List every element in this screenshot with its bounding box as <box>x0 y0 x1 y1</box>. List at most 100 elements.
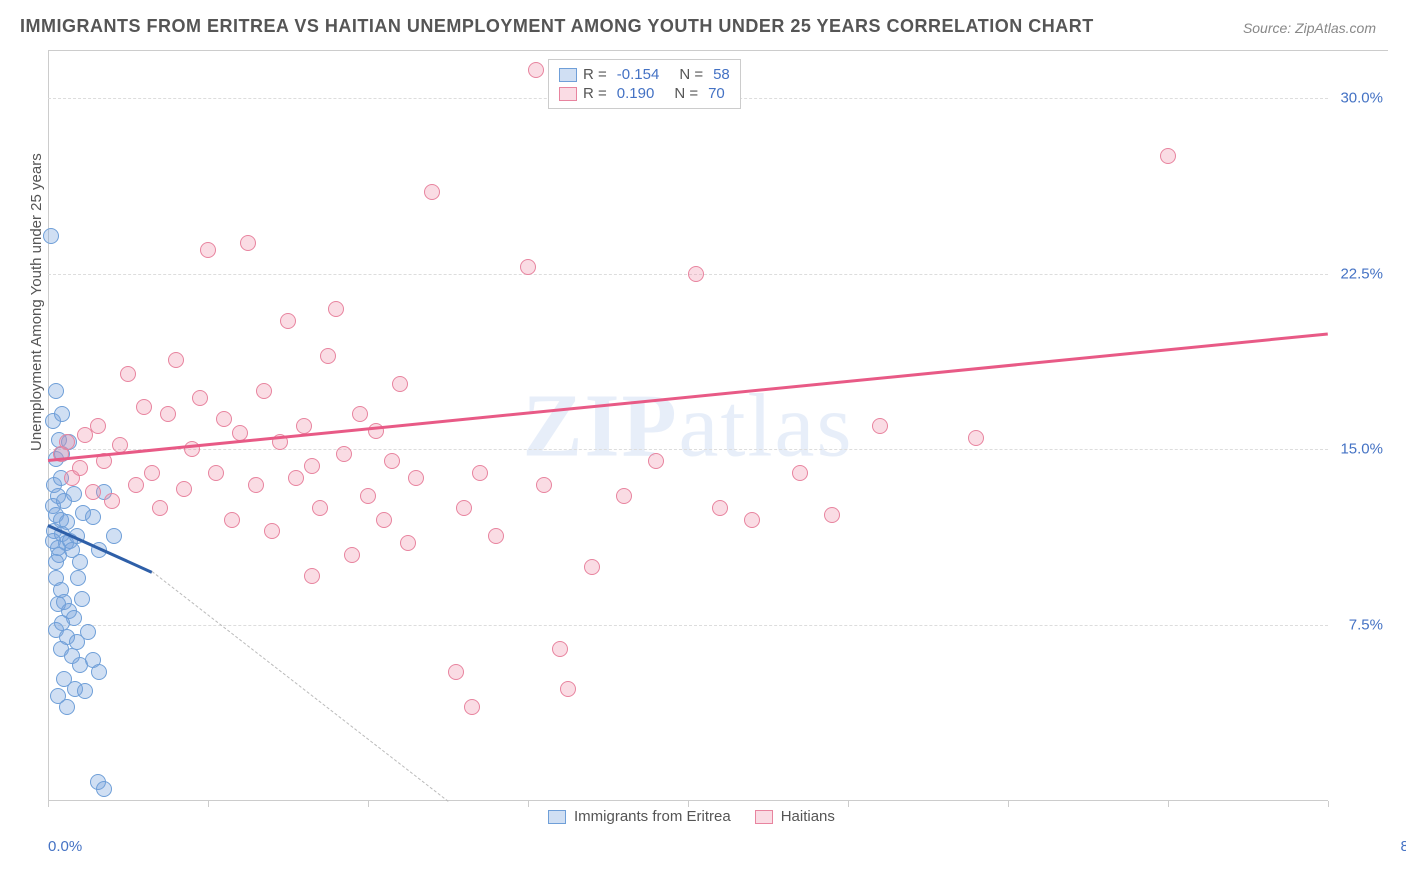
data-point-haitians <box>224 512 240 528</box>
data-point-eritrea <box>43 228 59 244</box>
data-point-eritrea <box>91 664 107 680</box>
data-point-haitians <box>384 453 400 469</box>
data-point-haitians <box>536 477 552 493</box>
data-point-haitians <box>208 465 224 481</box>
x-tick <box>688 801 689 807</box>
data-point-haitians <box>200 242 216 258</box>
data-point-eritrea <box>85 509 101 525</box>
data-point-haitians <box>280 313 296 329</box>
data-point-haitians <box>192 390 208 406</box>
scatter-plot: ZIPatlas 7.5%15.0%22.5%30.0% <box>48 51 1328 801</box>
data-point-eritrea <box>70 570 86 586</box>
x-tick <box>1328 801 1329 807</box>
data-point-haitians <box>424 184 440 200</box>
x-tick-min: 0.0% <box>48 838 82 855</box>
data-point-haitians <box>968 430 984 446</box>
data-point-haitians <box>336 446 352 462</box>
chart-title: IMMIGRANTS FROM ERITREA VS HAITIAN UNEMP… <box>20 16 1094 37</box>
x-tick <box>528 801 529 807</box>
data-point-haitians <box>744 512 760 528</box>
data-point-haitians <box>528 62 544 78</box>
n-value: 70 <box>708 85 725 102</box>
data-point-haitians <box>136 399 152 415</box>
data-point-eritrea <box>59 699 75 715</box>
legend-swatch <box>559 68 577 82</box>
data-point-eritrea <box>96 781 112 797</box>
data-point-eritrea <box>74 591 90 607</box>
data-point-haitians <box>1160 148 1176 164</box>
data-point-eritrea <box>66 486 82 502</box>
data-point-haitians <box>872 418 888 434</box>
r-label: R = <box>583 85 607 102</box>
data-point-eritrea <box>48 383 64 399</box>
data-point-haitians <box>216 411 232 427</box>
r-value: -0.154 <box>617 66 660 83</box>
data-point-haitians <box>168 352 184 368</box>
watermark: ZIPatlas <box>523 375 854 478</box>
data-point-haitians <box>328 301 344 317</box>
data-point-haitians <box>616 488 632 504</box>
data-point-haitians <box>712 500 728 516</box>
data-point-haitians <box>256 383 272 399</box>
data-point-eritrea <box>77 683 93 699</box>
data-point-haitians <box>488 528 504 544</box>
data-point-eritrea <box>72 554 88 570</box>
x-tick <box>848 801 849 807</box>
data-point-haitians <box>120 366 136 382</box>
correlation-legend: R =-0.154N =58R = 0.190N =70 <box>548 59 741 109</box>
y-tick-label: 7.5% <box>1349 617 1383 634</box>
data-point-haitians <box>392 376 408 392</box>
x-tick <box>208 801 209 807</box>
data-point-haitians <box>304 568 320 584</box>
n-label: N = <box>679 66 703 83</box>
legend-item: Haitians <box>755 808 835 825</box>
data-point-haitians <box>320 348 336 364</box>
y-axis-label: Unemployment Among Youth under 25 years <box>28 153 45 451</box>
trend-extension-eritrea <box>152 571 449 801</box>
legend-label: Haitians <box>781 808 835 825</box>
data-point-eritrea <box>54 406 70 422</box>
r-label: R = <box>583 66 607 83</box>
data-point-haitians <box>552 641 568 657</box>
data-point-haitians <box>90 418 106 434</box>
data-point-haitians <box>456 500 472 516</box>
data-point-haitians <box>584 559 600 575</box>
data-point-haitians <box>176 481 192 497</box>
legend-item: Immigrants from Eritrea <box>548 808 731 825</box>
data-point-haitians <box>72 460 88 476</box>
legend-swatch <box>559 87 577 101</box>
gridline <box>48 625 1328 626</box>
data-point-haitians <box>352 406 368 422</box>
trend-line-haitians <box>48 332 1328 461</box>
data-point-haitians <box>160 406 176 422</box>
data-point-haitians <box>312 500 328 516</box>
data-point-haitians <box>144 465 160 481</box>
data-point-haitians <box>128 477 144 493</box>
data-point-haitians <box>85 484 101 500</box>
data-point-haitians <box>400 535 416 551</box>
data-point-eritrea <box>48 554 64 570</box>
x-tick <box>1008 801 1009 807</box>
data-point-haitians <box>264 523 280 539</box>
data-point-haitians <box>688 266 704 282</box>
data-point-haitians <box>376 512 392 528</box>
data-point-haitians <box>648 453 664 469</box>
y-tick-label: 15.0% <box>1340 441 1383 458</box>
legend-swatch <box>755 810 773 824</box>
data-point-haitians <box>248 477 264 493</box>
x-tick <box>368 801 369 807</box>
data-point-haitians <box>464 699 480 715</box>
data-point-haitians <box>344 547 360 563</box>
gridline <box>48 449 1328 450</box>
data-point-haitians <box>152 500 168 516</box>
source-attribution: Source: ZipAtlas.com <box>1243 20 1376 36</box>
series-legend: Immigrants from Eritrea Haitians <box>548 808 835 825</box>
x-tick <box>1168 801 1169 807</box>
n-label: N = <box>674 85 698 102</box>
x-tick <box>48 801 49 807</box>
data-point-haitians <box>472 465 488 481</box>
x-tick-max: 80.0% <box>1400 838 1406 855</box>
data-point-haitians <box>104 493 120 509</box>
data-point-haitians <box>448 664 464 680</box>
data-point-haitians <box>520 259 536 275</box>
